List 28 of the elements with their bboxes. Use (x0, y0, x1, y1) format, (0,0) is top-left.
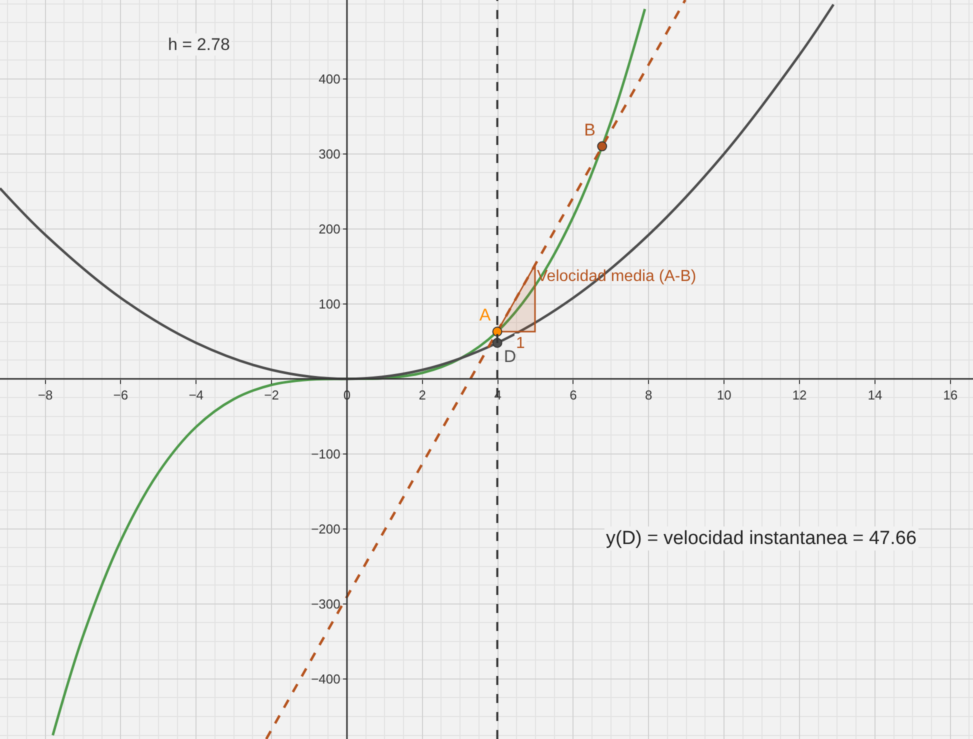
y-tick-label: −100 (311, 446, 340, 462)
y-tick-label: 100 (318, 296, 340, 312)
y-tick-label: −400 (311, 672, 340, 687)
series-label: D (504, 347, 516, 366)
x-tick-label: −8 (38, 387, 53, 402)
y-tick-label: 400 (318, 71, 340, 86)
y-tick-label: −200 (311, 521, 340, 536)
x-tick-label: −2 (264, 387, 279, 402)
annotation: y(D) = velocidad instantanea = 47.66 (606, 528, 917, 549)
x-tick-label: 14 (868, 387, 882, 402)
y-tick-label: −300 (311, 596, 340, 612)
x-tick-label: −6 (113, 387, 128, 402)
y-tick-label: 300 (318, 146, 340, 162)
point (597, 141, 608, 152)
series-label: A (479, 306, 492, 325)
x-tick-label: 2 (418, 387, 426, 402)
x-tick-label: 8 (645, 387, 652, 402)
x-tick-label: 12 (792, 387, 807, 402)
point (492, 326, 502, 337)
series-label: B (584, 120, 596, 140)
annotation: h = 2.78 (168, 35, 230, 54)
x-tick-label: 6 (570, 387, 577, 402)
line-series (0, 3, 835, 380)
y-tick-label: 200 (318, 221, 340, 236)
annotation: 1 (516, 335, 525, 352)
x-tick-label: −4 (188, 387, 204, 402)
x-tick-label: 16 (943, 387, 958, 402)
x-tick-label: 10 (716, 387, 732, 402)
